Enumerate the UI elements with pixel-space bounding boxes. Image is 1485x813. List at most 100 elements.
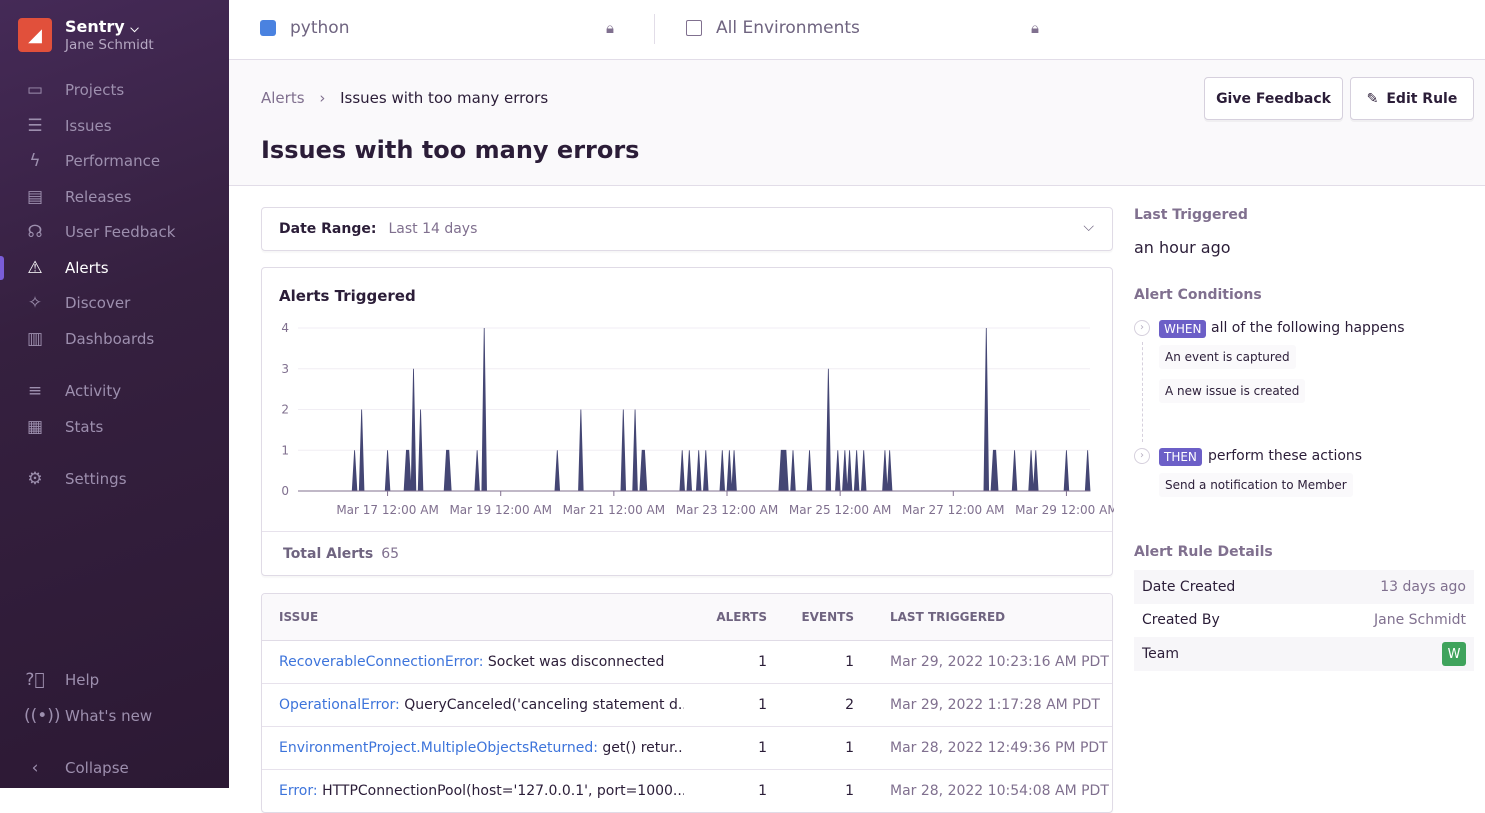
team-row: Team W <box>1134 637 1474 671</box>
action-chip: Send a notification to Member <box>1159 473 1353 497</box>
issue-type-link[interactable]: Error: <box>279 783 318 799</box>
x-tick-label: Mar 21 12:00 AM <box>563 503 666 517</box>
sidebar-item-label: User Feedback <box>65 223 176 241</box>
sidebar-item-user-feedback[interactable]: ☊ User Feedback <box>0 215 229 249</box>
edit-rule-button[interactable]: ✎ Edit Rule <box>1350 77 1474 120</box>
chevron-right-circle-icon: › <box>1134 320 1150 336</box>
sidebar-item-issues[interactable]: ☰ Issues <box>0 109 229 143</box>
last-triggered-heading: Last Triggered <box>1134 207 1248 223</box>
issue-cell[interactable]: OperationalError: QueryCanceled('canceli… <box>279 684 684 726</box>
sidebar: ◢ Sentry ⌵ Jane Schmidt ▭ Projects ☰ Issue… <box>0 0 229 788</box>
breadcrumb-current: Issues with too many errors <box>340 89 549 107</box>
total-alerts-label: Total Alerts <box>283 545 374 562</box>
environment-name: All Environments <box>716 18 860 38</box>
question-circle-icon: ?⃝ <box>25 670 45 690</box>
sentry-logo-icon: ◢ <box>18 18 52 52</box>
sidebar-item-label: Settings <box>65 470 127 488</box>
give-feedback-button[interactable]: Give Feedback <box>1204 77 1343 120</box>
package-icon: ▤ <box>26 187 44 207</box>
sidebar-item-discover[interactable]: ✧ Discover <box>0 286 229 320</box>
column-header-last-triggered: LAST TRIGGERED <box>890 610 1006 624</box>
y-tick-label: 4 <box>281 321 289 335</box>
date-range-value: Last 14 days <box>388 221 478 237</box>
table-header: ISSUE ALERTS EVENTS LAST TRIGGERED <box>262 594 1112 641</box>
sidebar-item-whats-new[interactable]: ((•)) What's new <box>0 699 229 733</box>
chevron-right-circle-icon: › <box>1134 448 1150 464</box>
total-alerts: Total Alerts 65 <box>262 531 1112 575</box>
sidebar-collapse-button[interactable]: ‹ Collapse <box>0 751 229 785</box>
sidebar-item-performance[interactable]: ϟ Performance <box>0 144 229 178</box>
alerts-cell: 1 <box>758 783 767 799</box>
sidebar-item-label: Stats <box>65 418 104 436</box>
gear-icon: ⚙ <box>27 469 43 489</box>
edit-rule-label: Edit Rule <box>1386 90 1458 107</box>
condition-chip: A new issue is created <box>1159 379 1306 403</box>
sidebar-item-help[interactable]: ?⃝ Help <box>0 663 229 697</box>
list-icon: ≡ <box>27 381 43 401</box>
issue-cell[interactable]: Error: HTTPConnectionPool(host='127.0.0.… <box>279 770 684 812</box>
sidebar-item-stats[interactable]: ▦ Stats <box>0 410 229 444</box>
issue-type-link[interactable]: RecoverableConnectionError: <box>279 654 484 670</box>
date-range-selector[interactable]: Date Range: Last 14 days ⌵ <box>261 207 1113 251</box>
date-created-value: 13 days ago <box>1380 579 1466 595</box>
sidebar-item-releases[interactable]: ▤ Releases <box>0 180 229 214</box>
issue-cell[interactable]: RecoverableConnectionError: Socket was d… <box>279 641 684 683</box>
sidebar-item-activity[interactable]: ≡ Activity <box>0 374 229 408</box>
sidebar-item-alerts[interactable]: ⚠ Alerts <box>0 251 229 285</box>
last-triggered-cell: Mar 28, 2022 12:49:36 PM PDT <box>890 740 1108 756</box>
condition-chip: An event is captured <box>1159 345 1296 369</box>
issue-message: QueryCanceled('canceling statement d... <box>404 697 684 713</box>
created-by-row: Created By Jane Schmidt <box>1134 603 1474 637</box>
issue-message: HTTPConnectionPool(host='127.0.0.1', por… <box>322 783 684 799</box>
when-text: all of the following happens <box>1211 320 1405 336</box>
x-tick-label: Mar 17 12:00 AM <box>336 503 439 517</box>
window-icon <box>686 20 702 36</box>
sidebar-item-label: Help <box>65 671 100 689</box>
then-text: perform these actions <box>1208 448 1363 464</box>
date-range-label: Date Range: <box>279 221 377 237</box>
issue-cell[interactable]: EnvironmentProject.MultipleObjectsReturn… <box>279 727 684 769</box>
python-platform-icon <box>260 20 276 36</box>
date-created-label: Date Created <box>1142 579 1236 595</box>
sidebar-item-label: Performance <box>65 152 161 170</box>
issues-stack-icon: ☰ <box>27 116 43 136</box>
breadcrumb-alerts-link[interactable]: Alerts <box>261 89 305 107</box>
user-name: Jane Schmidt <box>65 37 154 53</box>
issue-type-link[interactable]: OperationalError: <box>279 697 400 713</box>
table-row: RecoverableConnectionError: Socket was d… <box>262 641 1112 684</box>
issues-table: ISSUE ALERTS EVENTS LAST TRIGGERED Recov… <box>261 593 1113 813</box>
alert-rule-details-heading: Alert Rule Details <box>1134 544 1273 560</box>
page-header: Alerts › Issues with too many errors Iss… <box>229 60 1485 186</box>
chevron-down-icon: ⌵ <box>130 22 139 35</box>
team-avatar[interactable]: W <box>1442 642 1466 666</box>
project-selector[interactable]: python <box>260 18 349 38</box>
sidebar-item-settings[interactable]: ⚙ Settings <box>0 462 229 496</box>
sidebar-item-projects[interactable]: ▭ Projects <box>0 73 229 107</box>
top-bar: python 🔒︎ All Environments 🔒︎ <box>229 0 1485 60</box>
sidebar-item-label: Issues <box>65 117 112 135</box>
x-tick-label: Mar 29 12:00 AM <box>1015 503 1114 517</box>
breadcrumb: Alerts › Issues with too many errors <box>261 89 548 107</box>
lock-icon: 🔒︎ <box>1031 19 1039 37</box>
siren-icon: ⚠ <box>27 258 43 278</box>
events-cell: 1 <box>845 654 854 670</box>
issue-type-link[interactable]: EnvironmentProject.MultipleObjectsReturn… <box>279 740 598 756</box>
sidebar-item-dashboards[interactable]: ▥ Dashboards <box>0 322 229 356</box>
y-tick-label: 2 <box>281 403 289 417</box>
issue-message: get() retur... <box>602 740 684 756</box>
org-switcher[interactable]: ◢ Sentry ⌵ Jane Schmidt <box>18 17 154 53</box>
events-cell: 2 <box>845 697 854 713</box>
sidebar-item-label: What's new <box>65 707 153 725</box>
lightning-icon: ϟ <box>29 151 41 171</box>
last-triggered-cell: Mar 28, 2022 10:54:08 AM PDT <box>890 783 1109 799</box>
alerts-cell: 1 <box>758 740 767 756</box>
sidebar-item-label: Dashboards <box>65 330 155 348</box>
y-tick-label: 1 <box>281 443 289 457</box>
environment-selector[interactable]: All Environments <box>686 18 860 38</box>
x-tick-label: Mar 23 12:00 AM <box>676 503 779 517</box>
alerts-triggered-chart: Alerts Triggered 0 1 2 3 4 Mar 17 12:00 AM Mar… <box>261 267 1114 576</box>
table-row: EnvironmentProject.MultipleObjectsReturn… <box>262 727 1112 770</box>
when-tag: WHEN <box>1159 320 1207 338</box>
sidebar-item-label: Projects <box>65 81 125 99</box>
chevron-left-circle-icon: ‹ <box>31 758 39 778</box>
